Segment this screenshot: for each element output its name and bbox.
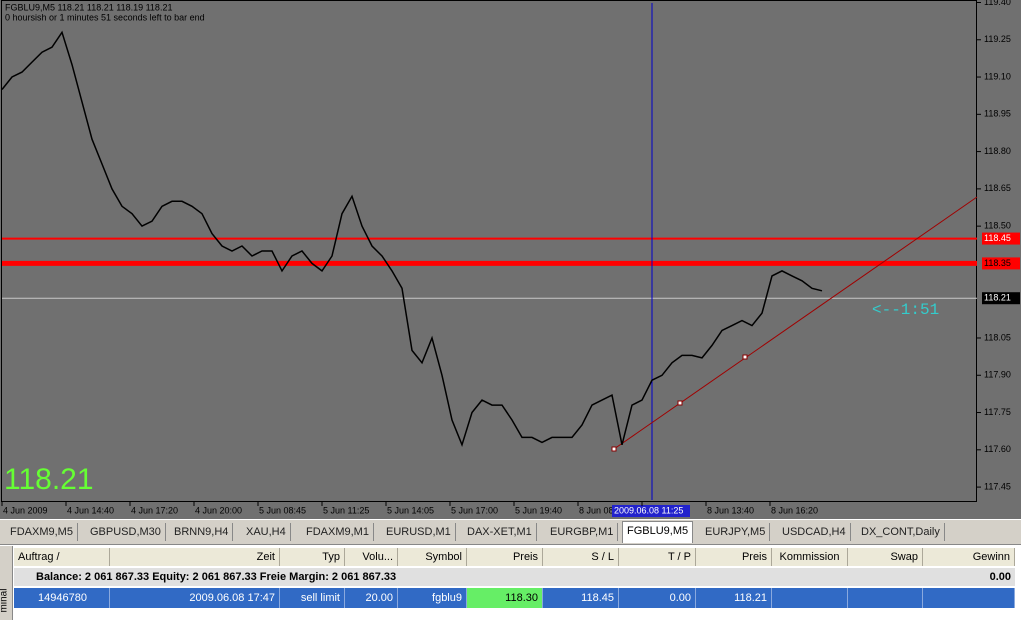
y-tick-label: 117.75 xyxy=(984,407,1011,417)
order-cell: 2009.06.08 17:47 xyxy=(110,588,280,608)
symbol-line: FGBLU9,M5 118.21 118.21 118.19 118.21 xyxy=(5,2,172,12)
order-cell: 0.00 xyxy=(619,588,696,608)
price-label-bg xyxy=(982,232,1020,245)
tab[interactable]: USDCAD,H4 xyxy=(778,523,851,541)
column-header: Gewinn xyxy=(923,548,1015,566)
order-cell: 118.45 xyxy=(543,588,619,608)
x-tick-label: 5 Jun 11:25 xyxy=(323,505,369,515)
column-header: Kommission xyxy=(772,548,848,566)
side-label: minal xyxy=(0,588,10,613)
y-tick-label: 117.45 xyxy=(984,481,1011,491)
x-tick-label: 5 Jun 14:05 xyxy=(387,505,434,515)
tab[interactable]: EURGBP,M1 xyxy=(546,523,619,541)
y-tick-label: 118.95 xyxy=(984,109,1011,119)
y-tick-label: 117.90 xyxy=(984,370,1011,380)
bid-big: 118.21 xyxy=(4,463,94,496)
tab[interactable]: EURJPY,M5 xyxy=(701,523,771,541)
balance-profit: 0.00 xyxy=(989,571,1011,583)
timer-line: 0 hoursish or 1 minutes 51 seconds left … xyxy=(5,12,205,22)
x-tick-label: 8 Jun 13:40 xyxy=(707,505,754,515)
x-tick-label: 4 Jun 17:20 xyxy=(131,505,178,515)
trend-anchor xyxy=(677,400,683,406)
column-header: Swap xyxy=(848,548,923,566)
balance: Balance: 2 061 867.33 Equity: 2 061 867.… xyxy=(36,571,397,583)
column-header: Preis xyxy=(696,548,772,566)
x-tick-label: 4 Jun 20:00 xyxy=(195,505,242,515)
order-cell: sell limit xyxy=(280,588,345,608)
tab[interactable]: FGBLU9,M5 xyxy=(622,521,694,543)
column-header: T / P xyxy=(619,548,696,566)
tab[interactable]: GBPUSD,M30 xyxy=(86,523,166,541)
column-header: Zeit xyxy=(110,548,280,566)
column-header: Auftrag / xyxy=(14,548,110,566)
tab[interactable]: DAX-XET,M1 xyxy=(463,523,537,541)
price-label-bg xyxy=(982,257,1020,270)
column-header: S / L xyxy=(543,548,619,566)
x-tick-label: 5 Jun 08:45 xyxy=(259,505,306,515)
y-tick-label: 119.40 xyxy=(984,0,1011,7)
order-cell: 20.00 xyxy=(345,588,398,608)
tab[interactable]: XAU,H4 xyxy=(242,523,291,541)
y-tick-label: 119.10 xyxy=(984,71,1011,81)
column-header: Preis xyxy=(467,548,543,566)
tab-bar: FDAXM9,M5 GBPUSD,M30 BRNN9,H4 XAU,H4 FDAXM9,… xyxy=(0,519,1021,544)
price-label: 118.45 xyxy=(984,233,1011,243)
price-label: 118.35 xyxy=(984,258,1011,268)
tab[interactable]: FDAXM9,M1 xyxy=(302,523,374,541)
balance-bg xyxy=(14,568,1015,586)
countdown: <--1:51 xyxy=(872,301,939,319)
side-bar: minal xyxy=(0,546,13,620)
order-cell: 118.30 xyxy=(467,588,543,608)
order-cell: 14946780 xyxy=(14,588,110,608)
x-tick-label: 4 Jun 2009 xyxy=(3,505,48,515)
x-label-highlight xyxy=(612,505,690,517)
order-cell: fgblu9 xyxy=(398,588,467,608)
order-cell xyxy=(772,588,848,608)
tab[interactable]: FDAXM9,M5 xyxy=(6,523,78,541)
x-tick-label: 4 Jun 14:40 xyxy=(67,505,114,515)
column-header: Symbol xyxy=(398,548,467,566)
price-chart: FGBLU9,M5 118.21 118.21 118.19 118.21 0 … xyxy=(0,0,1021,519)
column-header: Typ xyxy=(280,548,345,566)
x-tick-label: 5 Jun 19:40 xyxy=(515,505,562,515)
order-cell xyxy=(923,588,1015,608)
chart-bg xyxy=(0,0,1021,519)
order-cell xyxy=(848,588,923,608)
x-tick-label: 2009.06.08 11:25 xyxy=(614,505,683,515)
price-label-bg xyxy=(982,292,1020,305)
y-tick-label: 118.50 xyxy=(984,221,1011,231)
x-tick-label: 8 Jun 16:20 xyxy=(771,505,818,515)
trend-anchor xyxy=(611,446,617,452)
y-tick-label: 118.80 xyxy=(984,146,1011,156)
y-tick-label: 118.05 xyxy=(984,332,1011,342)
x-tick-label: 8 Jun 08 xyxy=(579,505,614,515)
tab[interactable]: BRNN9,H4 xyxy=(170,523,234,541)
y-tick-label: 119.25 xyxy=(984,34,1011,44)
tab[interactable]: DX_CONT,Daily xyxy=(857,523,945,541)
tab[interactable]: EURUSD,M1 xyxy=(382,523,456,541)
trend-anchor xyxy=(742,354,748,360)
x-tick-label: 5 Jun 17:00 xyxy=(451,505,498,515)
y-tick-label: 117.60 xyxy=(984,444,1011,454)
price-line xyxy=(1,30,823,448)
column-header: Volu... xyxy=(345,548,398,566)
y-tick-label: 118.65 xyxy=(984,183,1011,193)
trend-line xyxy=(613,196,978,450)
order-cell: 118.21 xyxy=(696,588,772,608)
price-label: 118.21 xyxy=(984,293,1011,303)
plot-frame xyxy=(1,0,977,502)
